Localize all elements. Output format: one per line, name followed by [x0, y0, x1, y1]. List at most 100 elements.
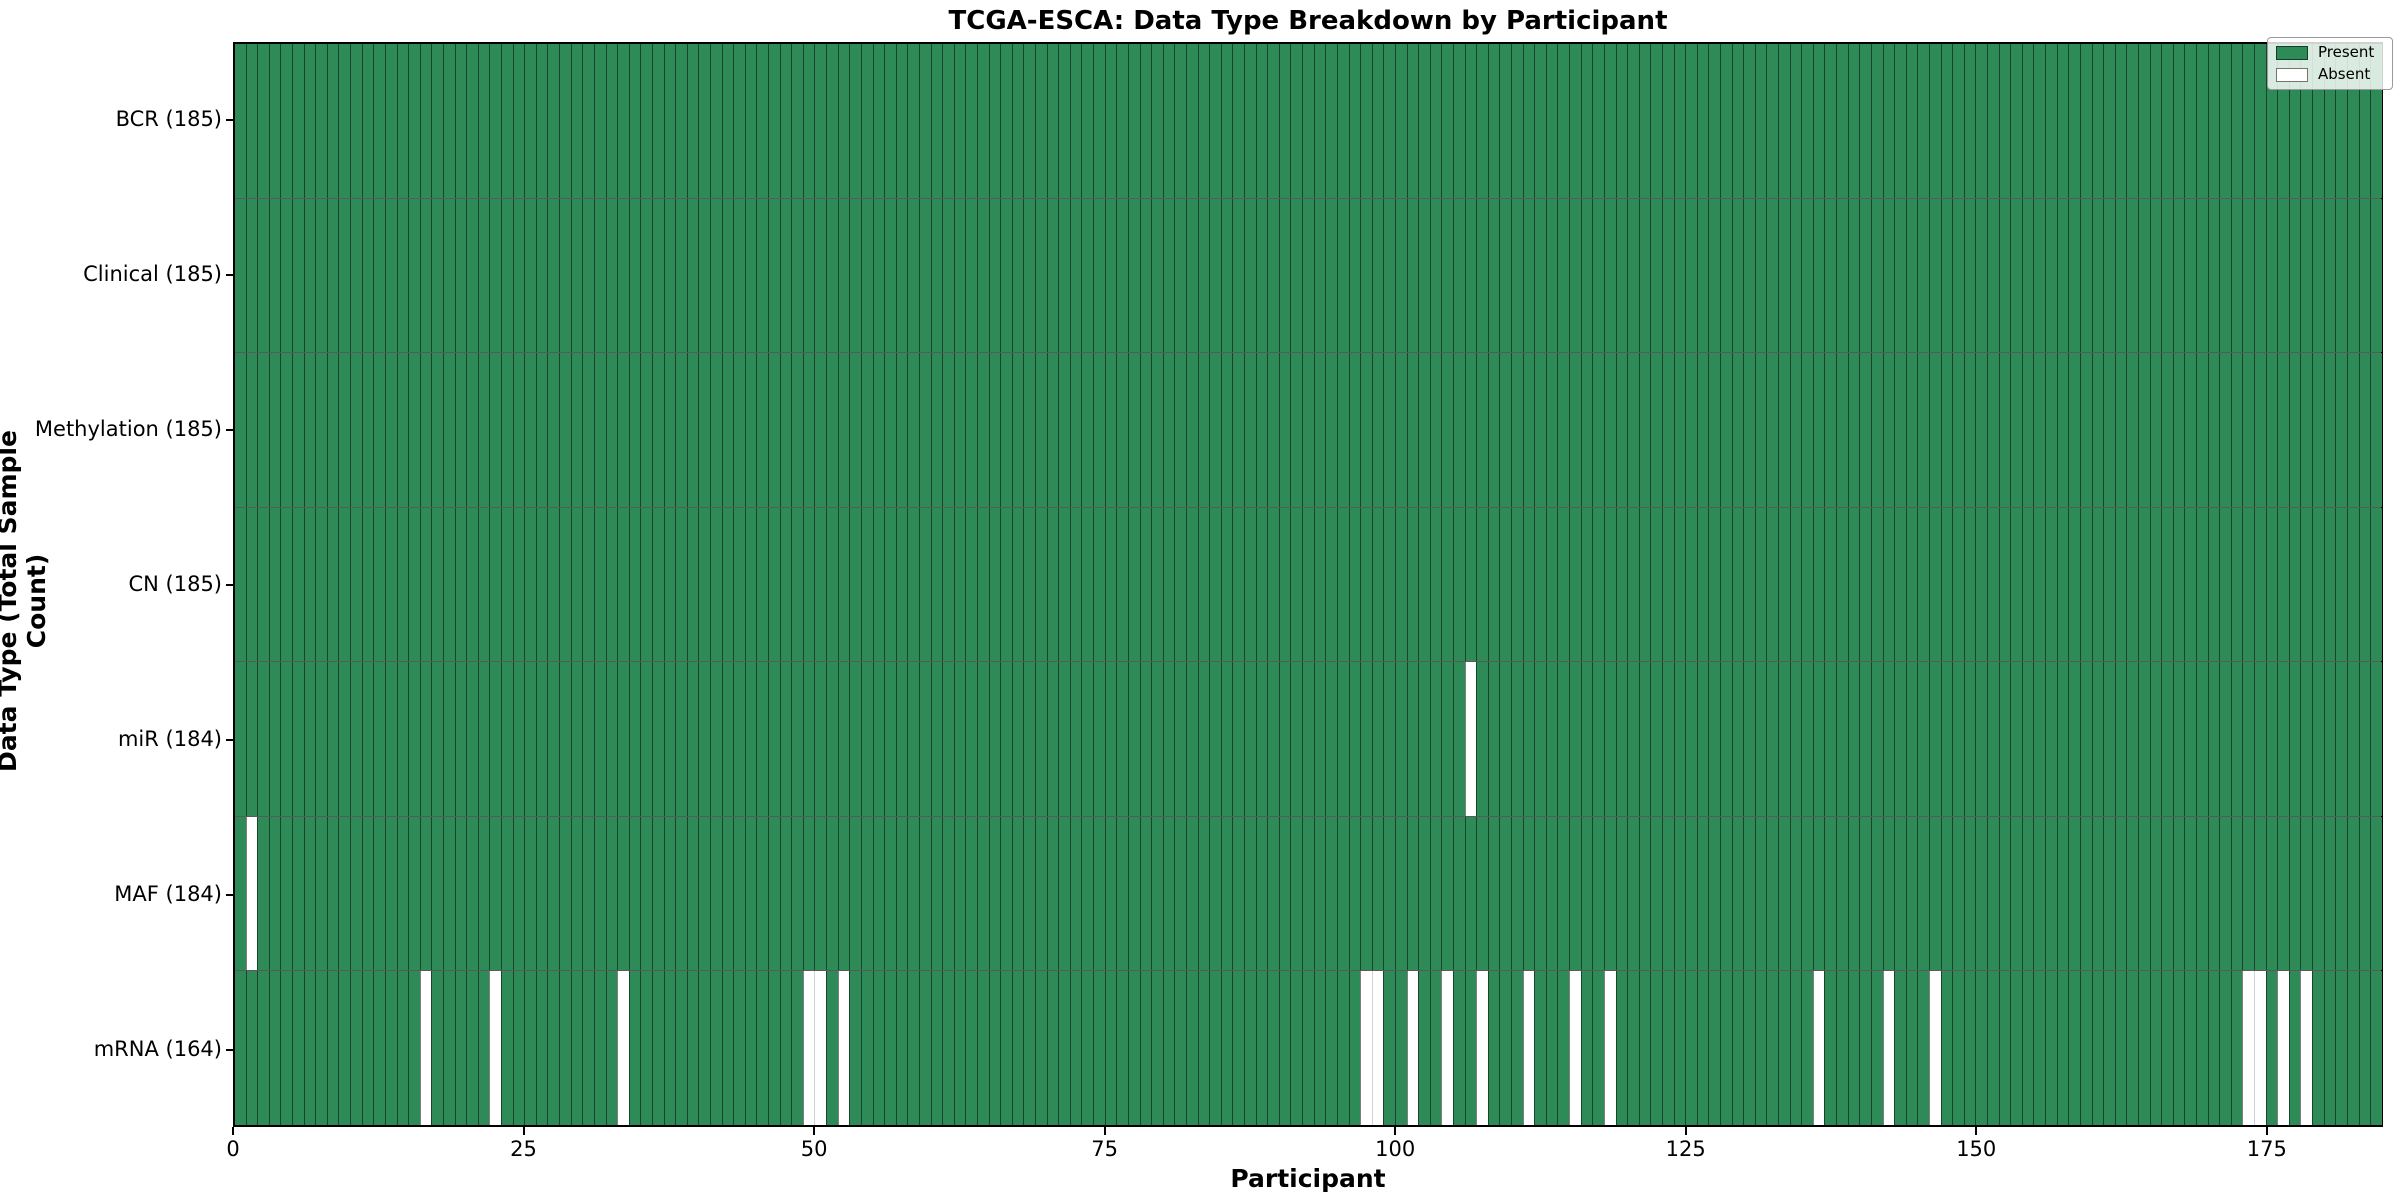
participant-cell: [559, 507, 571, 662]
participant-cell: [791, 507, 803, 662]
participant-cell: [396, 816, 409, 971]
participant-cell: [2242, 507, 2255, 662]
participant-cell: [1975, 44, 1988, 198]
participant-cell: [2045, 816, 2057, 971]
participant-cell: [1197, 816, 1210, 971]
participant-cell: [1638, 971, 1651, 1126]
participant-cell: [1511, 662, 1523, 816]
participant-cell: [2149, 44, 2162, 198]
x-tick-label: 25: [510, 1137, 537, 1161]
participant-cell: [2207, 198, 2220, 353]
participant-cell: [419, 353, 432, 507]
participant-cell: [1290, 44, 1303, 198]
participant-cell: [2207, 971, 2220, 1126]
participant-cell: [1011, 44, 1024, 198]
participant-cell: [1824, 198, 1837, 353]
participant-cell: [779, 816, 792, 971]
participant-cell: [1499, 662, 1512, 816]
participant-cell: [988, 816, 1001, 971]
participant-cell: [2358, 662, 2371, 816]
participant-cell: [2079, 198, 2092, 353]
participant-cell: [698, 662, 710, 816]
participant-cell: [860, 507, 873, 662]
participant-cell: [1441, 507, 1453, 662]
participant-cell: [1708, 507, 1720, 662]
participant-cell: [2242, 971, 2255, 1126]
participant-cell: [1836, 353, 1848, 507]
participant-cell: [1476, 44, 1488, 198]
participant-cell: [1394, 507, 1407, 662]
participant-cell: [1975, 662, 1988, 816]
participant-cell: [977, 507, 989, 662]
participant-cell: [756, 662, 769, 816]
participant-cell: [2091, 507, 2104, 662]
participant-cell: [2265, 662, 2278, 816]
participant-cell: [977, 662, 989, 816]
participant-cell: [1081, 662, 1094, 816]
participant-cell: [709, 662, 722, 816]
participant-cell: [1313, 507, 1326, 662]
participant-cell: [675, 198, 687, 353]
participant-cell: [779, 198, 792, 353]
participant-cell: [419, 198, 432, 353]
participant-cell: [1313, 971, 1326, 1126]
y-axis-label: Data Type (Total Sample Count): [0, 430, 51, 772]
participant-cell: [768, 507, 780, 662]
participant-cell: [2091, 44, 2104, 198]
participant-cell: [1081, 507, 1094, 662]
participant-cell: [628, 971, 641, 1126]
participant-cell: [1162, 971, 1175, 1126]
participant-cell: [1348, 507, 1361, 662]
participant-cell: [1940, 971, 1953, 1126]
participant-cell: [477, 971, 490, 1126]
participant-cell: [1905, 816, 1918, 971]
participant-cell: [686, 662, 699, 816]
participant-cell: [1603, 198, 1616, 353]
participant-cell: [442, 971, 455, 1126]
participant-cell: [1894, 662, 1906, 816]
participant-cell: [1789, 507, 1802, 662]
participant-cell: [1232, 662, 1245, 816]
participant-cell: [315, 971, 327, 1126]
participant-cell: [1000, 44, 1012, 198]
data-type-row: [235, 816, 2382, 972]
participant-cell: [2346, 44, 2359, 198]
participant-cell: [2265, 971, 2278, 1126]
participant-cell: [1174, 662, 1186, 816]
participant-cell: [1615, 44, 1628, 198]
participant-cell: [733, 971, 745, 1126]
participant-cell: [2126, 507, 2138, 662]
participant-cell: [1244, 507, 1256, 662]
participant-cell: [2254, 662, 2266, 816]
participant-cell: [2335, 971, 2347, 1126]
participant-cell: [1371, 44, 1384, 198]
participant-cell: [2137, 198, 2150, 353]
participant-cell: [396, 662, 409, 816]
participant-cell: [1127, 198, 1140, 353]
participant-cell: [1720, 44, 1732, 198]
participant-cell: [1116, 971, 1128, 1126]
participant-cell: [1487, 971, 1500, 1126]
participant-cell: [2288, 198, 2301, 353]
participant-cell: [2056, 44, 2069, 198]
participant-cell: [2370, 816, 2382, 971]
participant-cell: [675, 662, 687, 816]
participant-cell: [1069, 971, 1082, 1126]
participant-cell: [2184, 662, 2196, 816]
participant-cell: [1093, 44, 1105, 198]
participant-cell: [837, 44, 850, 198]
participant-cell: [1905, 198, 1918, 353]
participant-cell: [535, 353, 548, 507]
participant-cell: [907, 507, 919, 662]
participant-cell: [489, 816, 502, 971]
participant-cell: [849, 353, 861, 507]
participant-cell: [1801, 816, 1813, 971]
participant-cell: [547, 971, 560, 1126]
participant-cell: [361, 816, 374, 971]
participant-cell: [1801, 44, 1813, 198]
participant-cell: [988, 971, 1001, 1126]
participant-cell: [1708, 816, 1720, 971]
participant-cell: [1720, 353, 1732, 507]
x-tick-label: 150: [1956, 1137, 1997, 1161]
participant-cell: [1394, 44, 1407, 198]
